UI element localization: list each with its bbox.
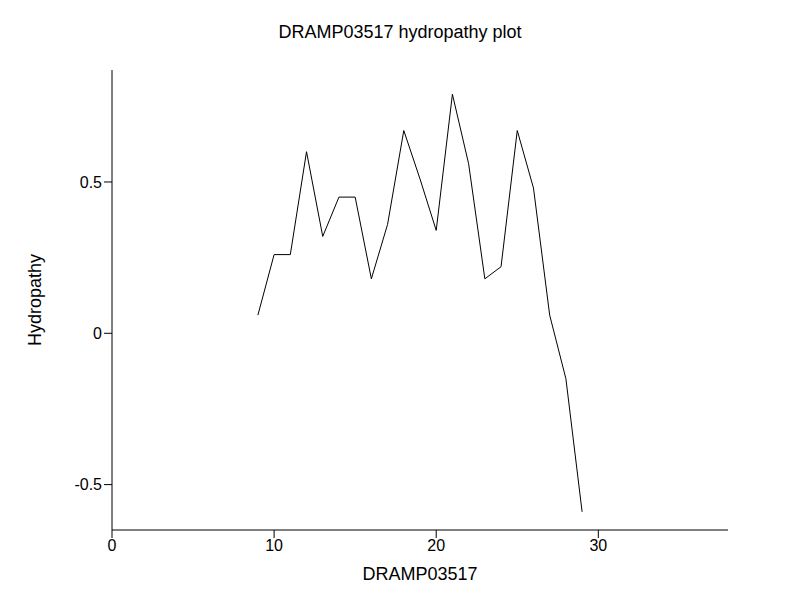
svg-text:30: 30 [589, 537, 607, 554]
svg-text:-0.5: -0.5 [74, 476, 102, 493]
svg-text:20: 20 [427, 537, 445, 554]
svg-text:0: 0 [93, 325, 102, 342]
svg-text:10: 10 [265, 537, 283, 554]
html-text:DRAMP03517 hydropathy plot: DRAMP03517 hydropathy plot [278, 22, 522, 42]
svg-text:0.5: 0.5 [80, 174, 102, 191]
svg-text:0: 0 [108, 537, 117, 554]
svg-text:DRAMP03517: DRAMP03517 [362, 564, 477, 584]
svg-text:Hydropathy: Hydropathy [25, 254, 45, 346]
